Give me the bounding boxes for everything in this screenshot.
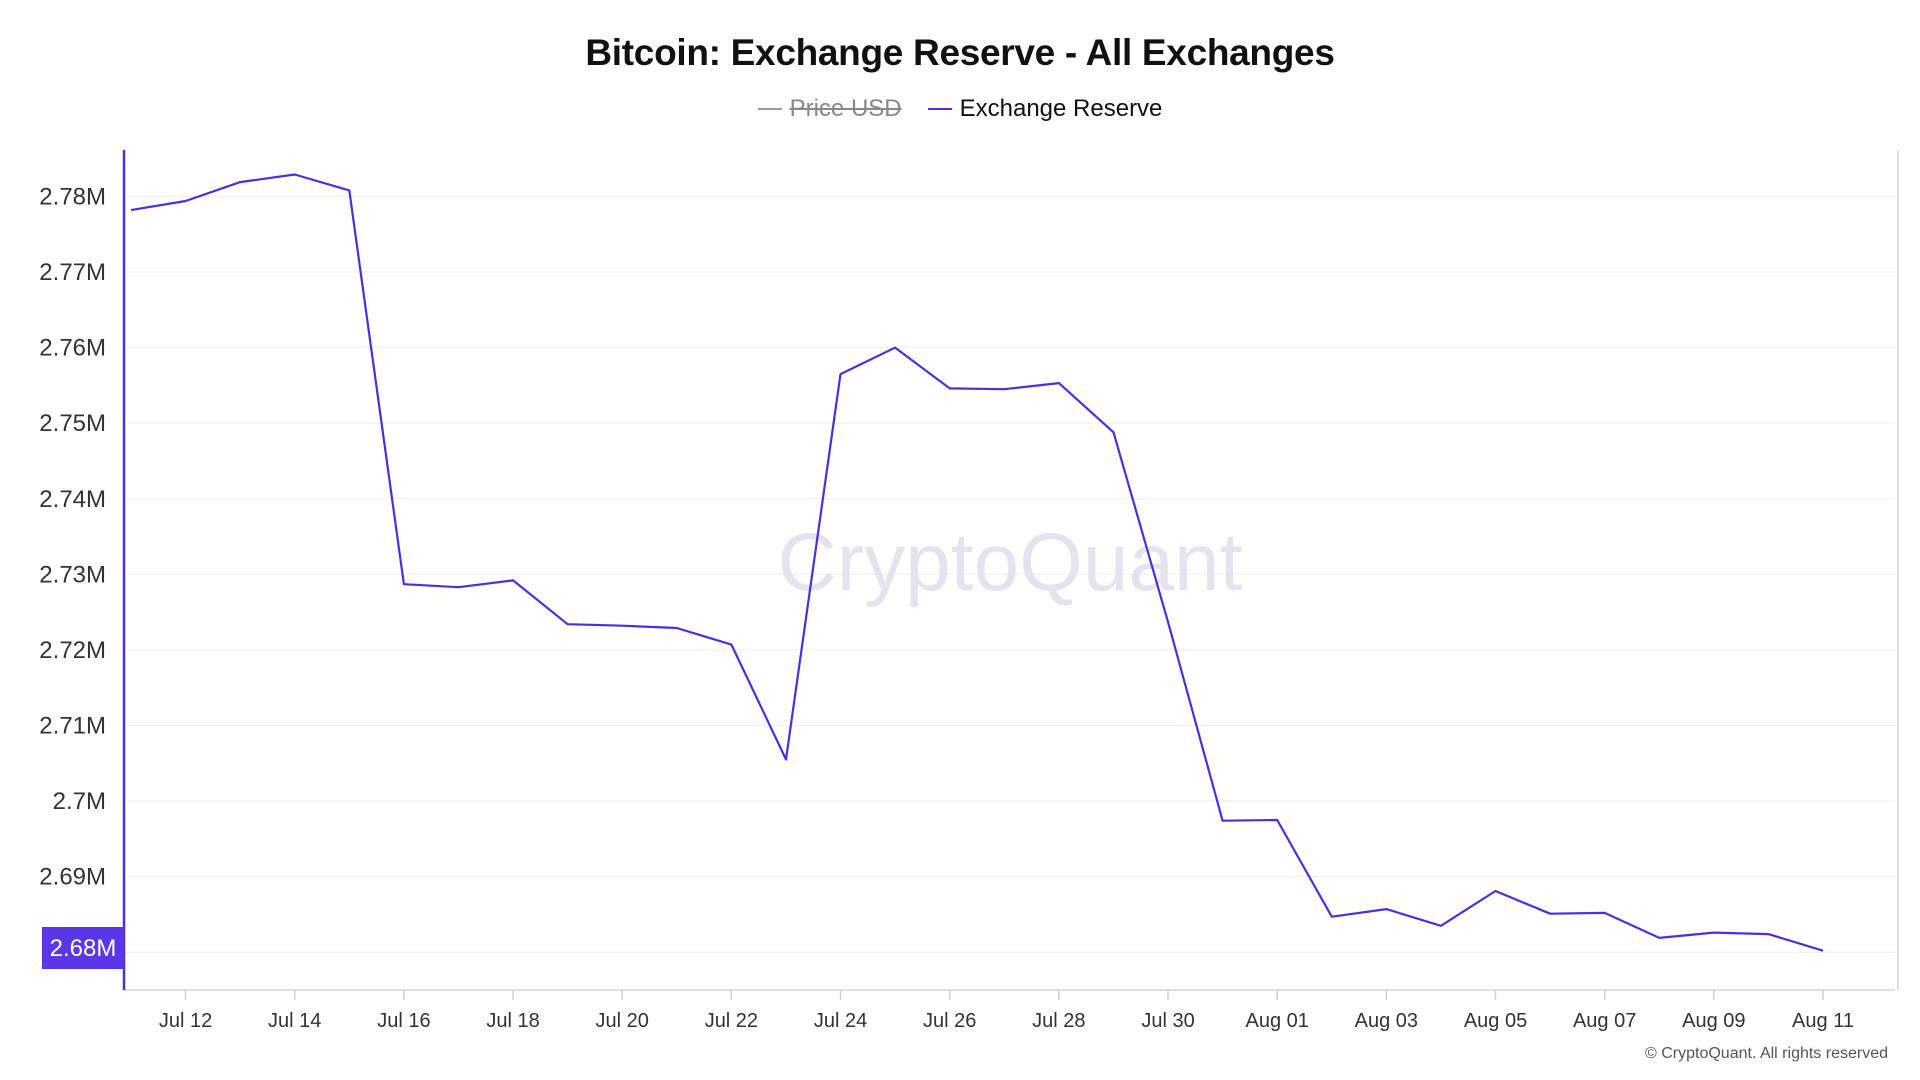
current-value-badge-bg	[42, 927, 124, 969]
y-tick-label: 2.77M	[39, 259, 106, 286]
grid-lines	[124, 195, 1895, 953]
y-tick-label: 2.7M	[53, 788, 106, 815]
x-tick-label: Jul 26	[923, 1010, 976, 1032]
x-tick-label: Aug 01	[1245, 1010, 1308, 1032]
x-tick-label: Aug 03	[1355, 1010, 1418, 1032]
x-tick-label: Jul 16	[377, 1010, 430, 1032]
x-tick-label: Jul 22	[705, 1010, 758, 1032]
x-tick-label: Jul 30	[1141, 1010, 1194, 1032]
legend-swatch-price-usd	[757, 108, 782, 110]
y-tick-label: 2.75M	[39, 410, 106, 437]
legend-swatch-exchange-reserve	[927, 108, 952, 110]
y-tick-label: 2.74M	[39, 486, 106, 513]
legend-item-exchange-reserve[interactable]: Exchange Reserve	[927, 95, 1163, 123]
watermark: CryptoQuant	[778, 517, 1243, 608]
series-line-exchange-reserve[interactable]	[130, 173, 1824, 952]
current-value-badge: 2.68M	[42, 927, 124, 969]
legend: Price USD Exchange Reserve	[0, 95, 1920, 123]
copyright-notice: © CryptoQuant. All rights reserved	[1645, 1045, 1888, 1062]
legend-item-price-usd[interactable]: Price USD	[757, 95, 902, 123]
y-tick-label: 2.76M	[39, 335, 106, 362]
x-tick-label: Jul 18	[486, 1010, 539, 1032]
y-tick-label: 2.69M	[39, 864, 106, 891]
x-tick-label: Jul 12	[159, 1010, 212, 1032]
y-tick-label: 2.73M	[39, 561, 106, 588]
x-tick-label: Aug 05	[1464, 1010, 1527, 1032]
y-tick-label: 2.71M	[39, 712, 106, 739]
x-tick-label: Aug 11	[1792, 1010, 1854, 1032]
x-tick-label: Aug 09	[1682, 1010, 1745, 1032]
y-tick-label: 2.78M	[39, 183, 106, 210]
x-tick-label: Jul 14	[268, 1010, 321, 1032]
legend-label-exchange-reserve: Exchange Reserve	[959, 95, 1163, 122]
x-tick-label: Jul 28	[1032, 1010, 1085, 1032]
chart-title: Bitcoin: Exchange Reserve - All Exchange…	[585, 32, 1335, 73]
x-axis-ticks: Jul 12 Jul 14 Jul 16 Jul 18 Jul 20 Jul 22 Jul …	[159, 990, 1854, 1032]
x-tick-label: Jul 24	[814, 1010, 867, 1032]
y-tick-label: 2.72M	[39, 637, 106, 664]
y-axis-ticks: 2.69M 2.7M 2.71M 2.72M 2.73M 2.74M 2.75M 2.76M 2…	[39, 183, 106, 890]
legend-label-price-usd: Price USD	[789, 95, 902, 122]
x-tick-label: Aug 07	[1573, 1010, 1636, 1032]
x-tick-label: Jul 20	[596, 1010, 649, 1032]
current-value-badge-label: 2.68M	[50, 935, 117, 962]
